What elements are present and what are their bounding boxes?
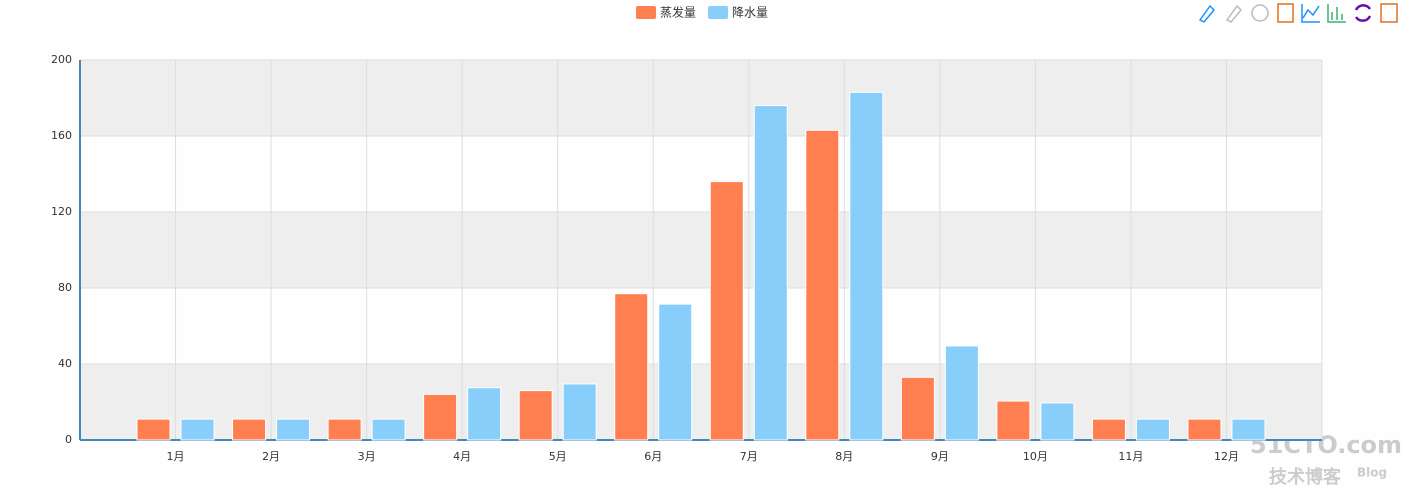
toolbox [1198,3,1398,23]
bar [658,303,693,441]
x-tick-label: 2月 [262,450,280,463]
tool-save[interactable] [1380,3,1398,23]
tool-mark[interactable] [1198,4,1216,23]
bar [1040,402,1075,441]
x-tick-label: 11月 [1118,450,1143,463]
bar [1091,418,1126,441]
grid-band [80,60,1322,136]
bar [944,345,979,441]
legend-label: 蒸发量 [660,5,696,20]
x-tick-label: 3月 [358,450,376,463]
y-tick-label: 200 [51,53,72,66]
bar [327,418,362,441]
bar [1231,418,1266,441]
legend-swatch [636,6,656,19]
x-tick-label: 12月 [1214,450,1239,463]
tool-line[interactable] [1301,4,1320,23]
x-tick-label: 8月 [835,450,853,463]
x-tick-label: 6月 [644,450,662,463]
x-tick-label: 5月 [549,450,567,463]
x-tick-label: 7月 [740,450,758,463]
grid-band [80,212,1322,288]
tool-restore[interactable] [1354,4,1372,22]
bar [709,181,744,441]
tool-data-view[interactable] [1277,3,1294,23]
bar [371,418,406,441]
bar [753,105,788,441]
watermark-text: 技术博客 [1269,466,1342,488]
bar [996,400,1031,441]
bar [136,418,171,441]
bar [467,387,502,441]
bar [1187,418,1222,441]
x-tick-label: 10月 [1023,450,1048,463]
legend-label: 降水量 [732,6,768,20]
bar [423,393,458,441]
tool-clear[interactable] [1251,4,1269,22]
tool-bar[interactable] [1327,4,1346,23]
bar [1135,418,1170,441]
bar [232,418,267,441]
legend-swatch [708,6,729,19]
tool-mark-undo[interactable] [1225,4,1243,23]
bar [805,129,840,441]
y-tick-label: 160 [51,129,72,142]
watermark-tag: Blog [1357,466,1387,480]
y-tick-label: 80 [58,281,72,294]
y-tick-label: 120 [51,205,72,218]
bar [900,376,935,441]
bar [614,293,649,441]
y-tick-label: 0 [65,433,72,446]
x-tick-label: 9月 [931,450,949,463]
bar [276,418,311,441]
bar [562,383,597,441]
bar [180,418,215,441]
y-tick-label: 40 [58,357,72,370]
x-tick-label: 4月 [453,450,471,463]
grid-band [80,364,1322,440]
bar [849,91,884,441]
bar [518,390,553,441]
x-tick-label: 1月 [167,450,185,463]
